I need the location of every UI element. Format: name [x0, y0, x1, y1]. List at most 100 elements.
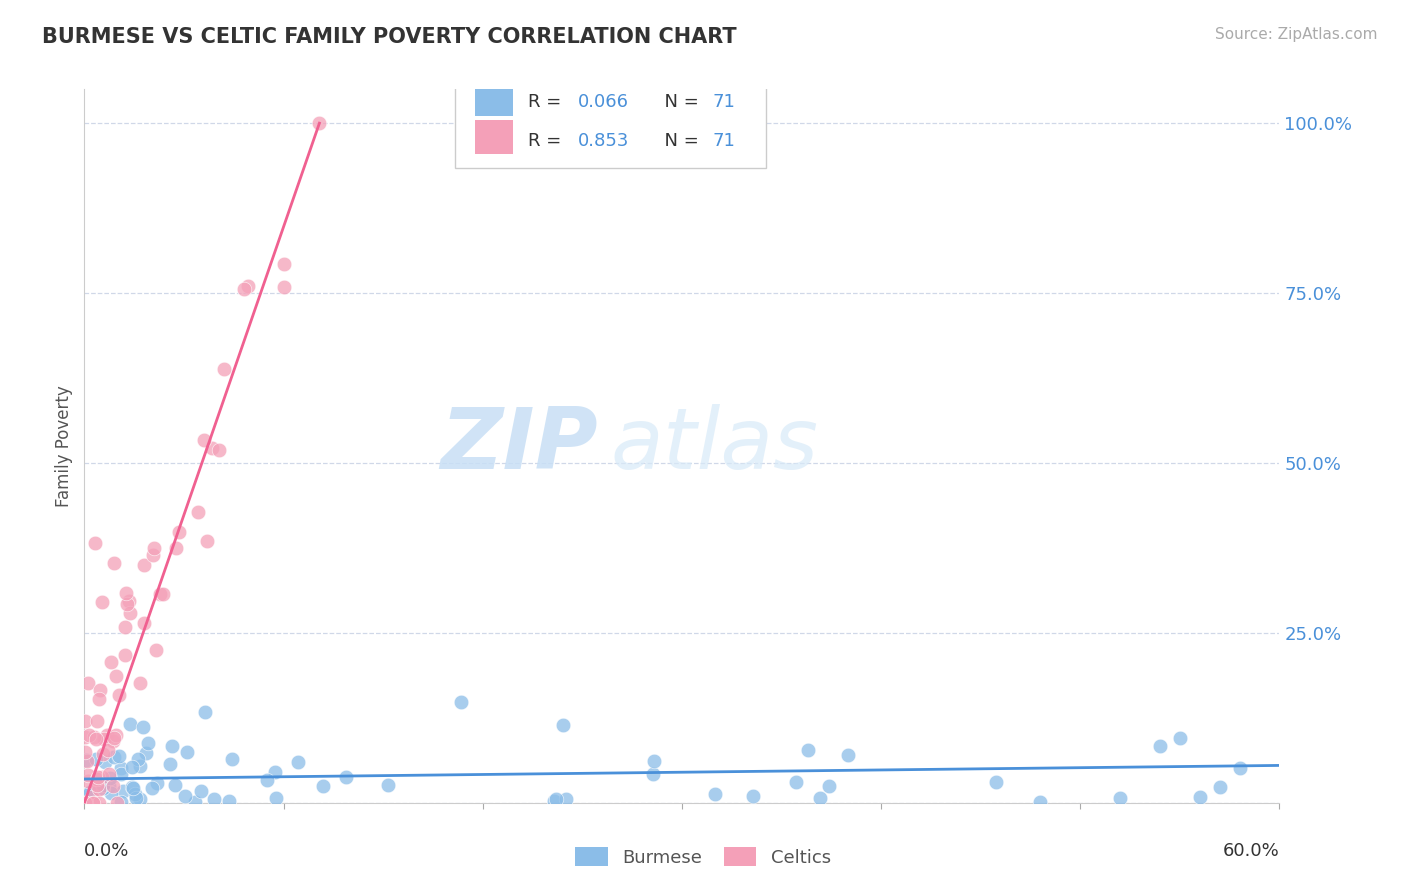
Point [141, 780, 163, 795]
Point [136, 736, 159, 750]
Point [76, 768, 98, 782]
Point [121, 760, 143, 774]
Point [142, 549, 165, 563]
Point [238, 278, 260, 293]
Text: BURMESE VS CELTIC FAMILY POVERTY CORRELATION CHART: BURMESE VS CELTIC FAMILY POVERTY CORRELA… [42, 27, 737, 46]
Point [97, 743, 120, 757]
Point [551, 718, 574, 732]
Point [103, 556, 125, 570]
Point [165, 541, 187, 556]
Point [125, 791, 148, 805]
Point [103, 731, 125, 745]
Point [544, 792, 567, 806]
Point [127, 752, 149, 766]
Point [1168, 731, 1191, 745]
Point [193, 433, 215, 447]
Point [84, 752, 107, 766]
Point [77, 676, 100, 690]
Y-axis label: Family Poverty: Family Poverty [55, 385, 73, 507]
Point [208, 443, 231, 458]
Point [76, 754, 98, 768]
Point [77, 774, 100, 789]
Point [75, 714, 97, 728]
Point [1149, 739, 1171, 753]
Point [190, 784, 212, 798]
Point [817, 779, 839, 793]
Point [128, 759, 150, 773]
Point [704, 787, 727, 801]
Point [82, 796, 104, 810]
Point [97, 767, 120, 781]
Text: 60.0%: 60.0% [1223, 842, 1279, 860]
Point [145, 643, 167, 657]
Point [986, 774, 1008, 789]
Point [312, 779, 335, 793]
Point [167, 524, 190, 539]
Point [118, 594, 141, 608]
Point [134, 558, 156, 572]
Point [162, 739, 184, 753]
Point [256, 772, 278, 787]
Point [232, 282, 254, 296]
Point [82, 796, 104, 810]
Point [86, 770, 108, 784]
Point [96, 728, 118, 742]
Point [741, 789, 763, 803]
Point [174, 789, 197, 803]
Point [108, 749, 131, 764]
Point [201, 441, 224, 455]
Point [100, 655, 122, 669]
Text: 0.066: 0.066 [578, 93, 628, 111]
Point [132, 720, 155, 734]
Point [91, 747, 114, 761]
Point [82, 789, 104, 804]
Point [83, 730, 105, 744]
Text: 0.0%: 0.0% [84, 842, 129, 860]
Point [86, 778, 108, 792]
Point [103, 750, 125, 764]
Point [122, 780, 145, 795]
Point [159, 756, 181, 771]
Point [75, 745, 97, 759]
Point [120, 717, 142, 731]
Point [264, 790, 287, 805]
Point [110, 766, 132, 780]
Text: 0.853: 0.853 [578, 132, 630, 150]
Point [75, 796, 97, 810]
Point [643, 755, 665, 769]
Point [83, 536, 105, 550]
Text: 71: 71 [713, 132, 735, 150]
Point [808, 790, 831, 805]
Point [100, 786, 122, 800]
Point [221, 752, 243, 766]
Point [84, 731, 107, 746]
Point [142, 541, 165, 556]
Point [837, 747, 859, 762]
Point [194, 705, 217, 719]
Point [132, 616, 155, 631]
Point [75, 796, 97, 810]
Point [1209, 780, 1232, 794]
Point [79, 789, 101, 803]
Point [75, 796, 97, 810]
Point [91, 778, 114, 792]
Point [117, 597, 139, 611]
Point [785, 775, 807, 789]
Point [114, 648, 136, 662]
Point [377, 779, 399, 793]
Point [212, 362, 235, 376]
Point [264, 765, 287, 780]
Point [555, 792, 578, 806]
Point [93, 732, 115, 747]
Point [450, 695, 472, 709]
Point [187, 505, 209, 519]
Point [128, 676, 150, 690]
Point [93, 781, 115, 796]
Point [75, 752, 97, 766]
FancyBboxPatch shape [475, 82, 513, 116]
Point [273, 280, 295, 294]
Point [120, 606, 142, 620]
FancyBboxPatch shape [475, 120, 513, 153]
Text: atlas: atlas [610, 404, 818, 488]
Point [82, 796, 104, 810]
